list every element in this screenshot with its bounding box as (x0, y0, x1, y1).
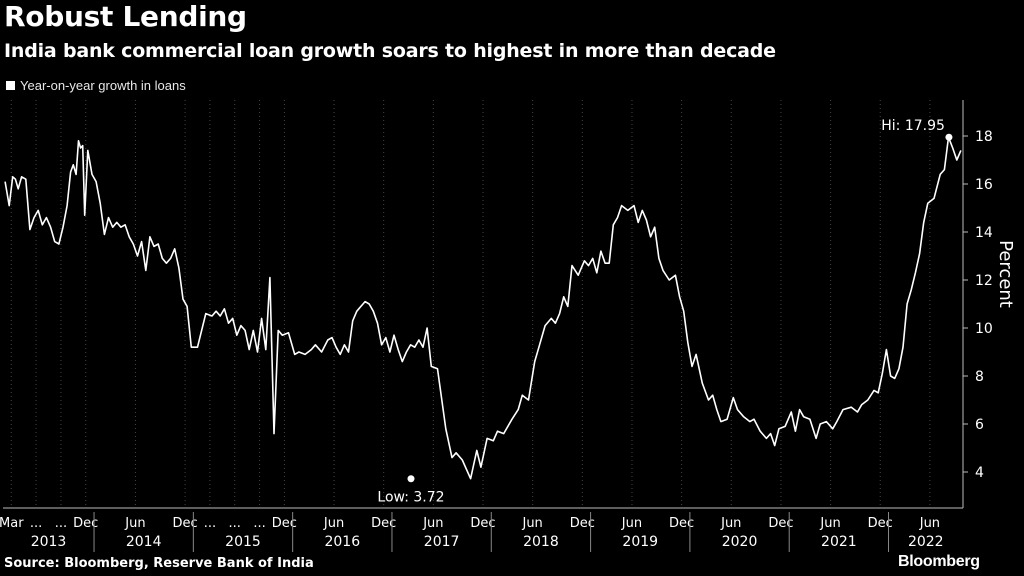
year-label: 2020 (722, 534, 758, 550)
month-tick-label: Dec (172, 516, 197, 531)
month-tick-label: Dec (73, 516, 98, 531)
year-label: 2015 (225, 534, 261, 550)
month-tick-label: Dec (470, 516, 495, 531)
month-tick-label: Jun (720, 516, 741, 531)
annotation-marker (407, 475, 415, 483)
year-label: 2021 (821, 534, 857, 550)
year-label: 2013 (31, 534, 67, 550)
y-tick-label: 6 (975, 417, 984, 433)
year-label: 2014 (126, 534, 162, 550)
legend-swatch (6, 81, 15, 90)
chart-title: Robust Lending (4, 0, 247, 33)
series-line (4, 136, 962, 480)
month-tick-label: Jun (621, 516, 642, 531)
grid-layer (10, 100, 931, 508)
month-tick-label: Dec (371, 516, 396, 531)
month-tick-label: ... (204, 516, 216, 531)
annotation-marker (945, 133, 953, 141)
y-tick-label: 12 (975, 273, 993, 289)
month-tick-label: Dec (768, 516, 793, 531)
y-tick-label: 16 (975, 177, 993, 193)
month-tick-label: Dec (272, 516, 297, 531)
year-label: 2017 (424, 534, 460, 550)
month-tick-label: Dec (868, 516, 893, 531)
chart-subtitle: India bank commercial loan growth soars … (4, 40, 776, 62)
month-tick-label: Mar (0, 516, 24, 531)
year-label: 2019 (622, 534, 658, 550)
month-tick-label: ... (253, 516, 265, 531)
month-tick-label: ... (55, 516, 67, 531)
month-tick-label: ... (30, 516, 42, 531)
y-tick-label: 10 (975, 321, 993, 337)
low-label: Low: 3.72 (377, 490, 444, 506)
year-label: 2018 (523, 534, 559, 550)
series-layer (4, 136, 962, 480)
y-tick-label: 14 (975, 225, 993, 241)
year-label: 2016 (324, 534, 360, 550)
month-tick-label: Jun (323, 516, 344, 531)
month-tick-label: Jun (521, 516, 542, 531)
y-tick-label: 18 (975, 129, 993, 145)
y-axis-label: Percent (995, 240, 1016, 308)
month-tick-label: Jun (422, 516, 443, 531)
year-label: 2022 (908, 534, 944, 550)
y-tick-label: 8 (975, 369, 984, 385)
high-label: Hi: 17.95 (881, 118, 945, 134)
month-tick-label: Dec (570, 516, 595, 531)
legend: Year-on-year growth in loans (6, 78, 186, 93)
month-tick-label: Jun (819, 516, 840, 531)
source-note: Source: Bloomberg, Reserve Bank of India (4, 556, 314, 571)
bloomberg-logo: Bloomberg (898, 553, 980, 570)
month-tick-label: ... (229, 516, 241, 531)
y-tick-label: 4 (975, 465, 984, 481)
month-tick-label: Jun (919, 516, 940, 531)
month-tick-label: Jun (124, 516, 145, 531)
annotation-layer: Hi: 17.95 Low: 3.72 (377, 118, 953, 506)
axis-layer: 4 6 8 10 12 14 16 18 Percent Mar...... Dec Jun Dec..… (0, 100, 1016, 552)
legend-label: Year-on-year growth in loans (20, 78, 186, 93)
month-tick-label: Dec (669, 516, 694, 531)
